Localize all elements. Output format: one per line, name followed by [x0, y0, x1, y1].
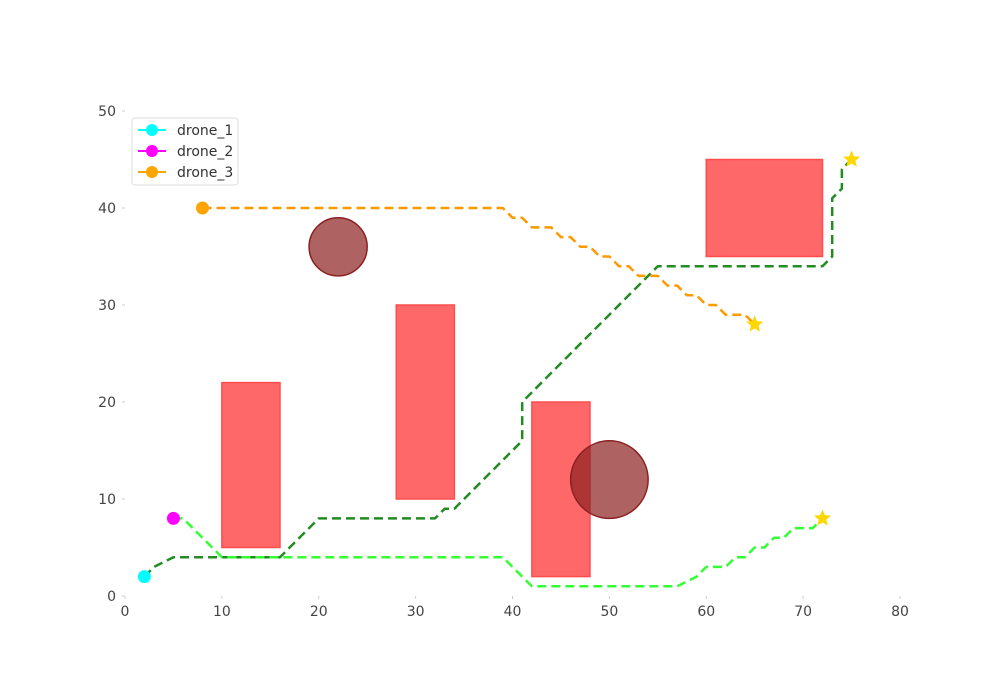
- legend-marker-drone_1: [146, 124, 158, 136]
- x-tick-label: 0: [121, 604, 130, 620]
- y-tick-label: 50: [98, 104, 116, 120]
- obstacles-layer: [221, 158, 824, 578]
- legend-marker-drone_3: [146, 166, 158, 178]
- markers-layer: [137, 150, 861, 584]
- drone_3-path: [202, 206, 756, 326]
- drone_3-goal-marker: [746, 315, 764, 332]
- drone_2-goal-marker: [813, 509, 832, 526]
- drone_1-start-marker: [137, 570, 151, 584]
- x-tick-label: 80: [891, 604, 909, 620]
- y-tick-label: 0: [107, 589, 116, 605]
- x-tick-label: 30: [407, 604, 425, 620]
- legend-label-drone_3: drone_3: [177, 165, 233, 181]
- x-tick-label: 50: [600, 604, 618, 620]
- x-tick-label: 10: [213, 604, 231, 620]
- drone_1-goal-marker: [843, 150, 861, 167]
- legend-marker-drone_2: [146, 145, 158, 157]
- y-tick-label: 20: [98, 395, 116, 411]
- x-tick-label: 60: [697, 604, 715, 620]
- obstacle-rect: [395, 304, 456, 500]
- y-tick-label: 30: [98, 298, 116, 314]
- legend: drone_1 drone_2 drone_3: [131, 117, 239, 186]
- drone_2-start-marker: [166, 511, 180, 525]
- legend-box: [131, 117, 239, 186]
- x-tick-label: 20: [310, 604, 328, 620]
- y-tick-label: 40: [98, 201, 116, 217]
- obstacle-circle: [308, 216, 368, 277]
- obstacle-circle: [569, 440, 649, 520]
- paths-layer: [143, 158, 853, 588]
- obstacle-rect: [221, 381, 281, 549]
- drone_3-start-marker: [196, 201, 209, 215]
- x-tick-label: 40: [504, 604, 522, 620]
- legend-label-drone_2: drone_2: [177, 144, 233, 160]
- y-tick-label: 10: [98, 492, 116, 508]
- axes-layer: 0 10 20 30 40 50 60 70 80 0 10 20 30 40 50: [98, 104, 909, 620]
- x-tick-label: 70: [794, 604, 812, 620]
- legend-label-drone_1: drone_1: [177, 123, 233, 139]
- obstacle-rect: [705, 158, 824, 258]
